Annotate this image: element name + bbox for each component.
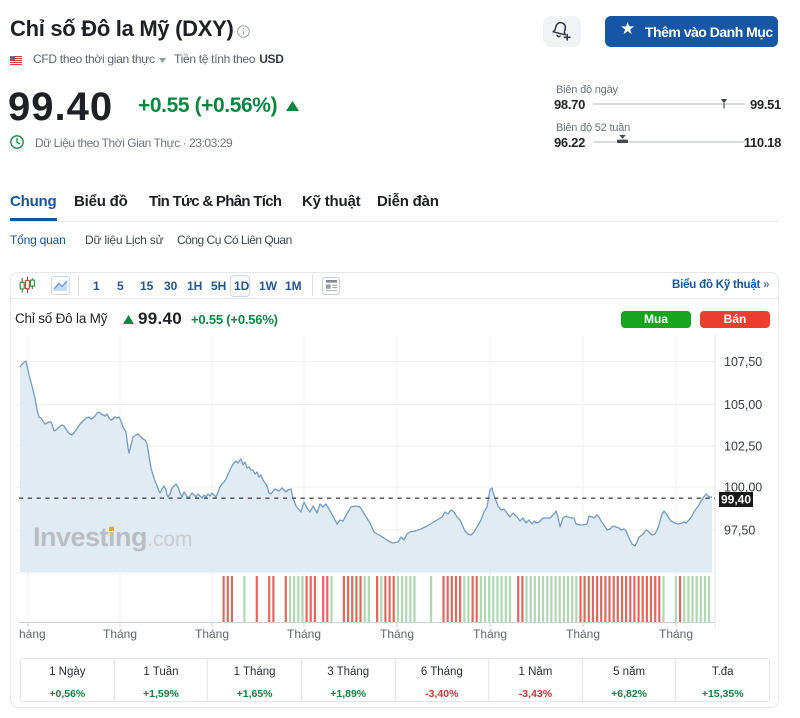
- svg-text:102,50: 102,50: [724, 440, 762, 454]
- svg-text:107,50: 107,50: [724, 355, 762, 369]
- svg-text:105,00: 105,00: [724, 398, 762, 412]
- svg-text:99,40: 99,40: [721, 493, 751, 507]
- svg-text:100,00: 100,00: [724, 481, 762, 495]
- svg-text:97,50: 97,50: [724, 524, 755, 538]
